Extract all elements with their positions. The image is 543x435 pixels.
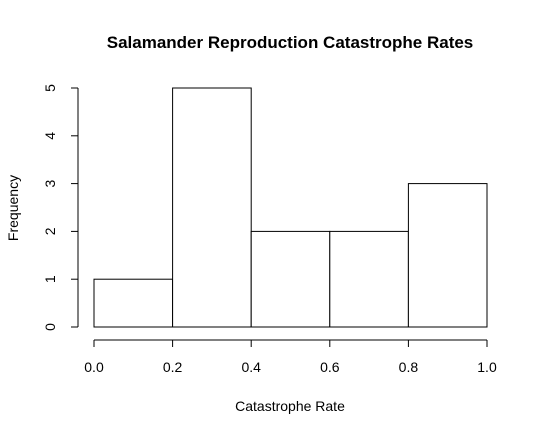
y-tick-label-2: 2 xyxy=(42,227,58,235)
histogram-bar-2 xyxy=(250,230,331,328)
histogram-bar-4 xyxy=(407,183,488,328)
y-tick-label-3: 3 xyxy=(42,179,58,187)
x-tick-label-2: 0.4 xyxy=(241,359,261,375)
histogram-bar-1 xyxy=(172,87,252,328)
x-tick-label-5: 1.0 xyxy=(477,359,497,375)
x-axis-label: Catastrophe Rate xyxy=(235,398,345,414)
y-tick-label-1: 1 xyxy=(42,275,58,283)
x-axis: 0.0 0.2 0.4 0.6 0.8 1.0 xyxy=(84,339,497,375)
y-axis-label: Frequency xyxy=(5,175,21,241)
y-tick-label-4: 4 xyxy=(42,132,58,140)
x-tick-label-3: 0.6 xyxy=(320,359,340,375)
x-tick-label-0: 0.0 xyxy=(84,359,104,375)
x-tick-label-4: 0.8 xyxy=(399,359,419,375)
histogram-bar-0 xyxy=(93,278,174,328)
chart-title: Salamander Reproduction Catastrophe Rate… xyxy=(107,33,474,52)
y-axis: 0 1 2 3 4 5 xyxy=(42,84,79,331)
x-tick-label-1: 0.2 xyxy=(163,359,183,375)
histogram-bar-3 xyxy=(329,230,409,328)
histogram-bars xyxy=(93,87,488,328)
y-tick-label-5: 5 xyxy=(42,84,58,92)
y-tick-label-0: 0 xyxy=(42,323,58,331)
